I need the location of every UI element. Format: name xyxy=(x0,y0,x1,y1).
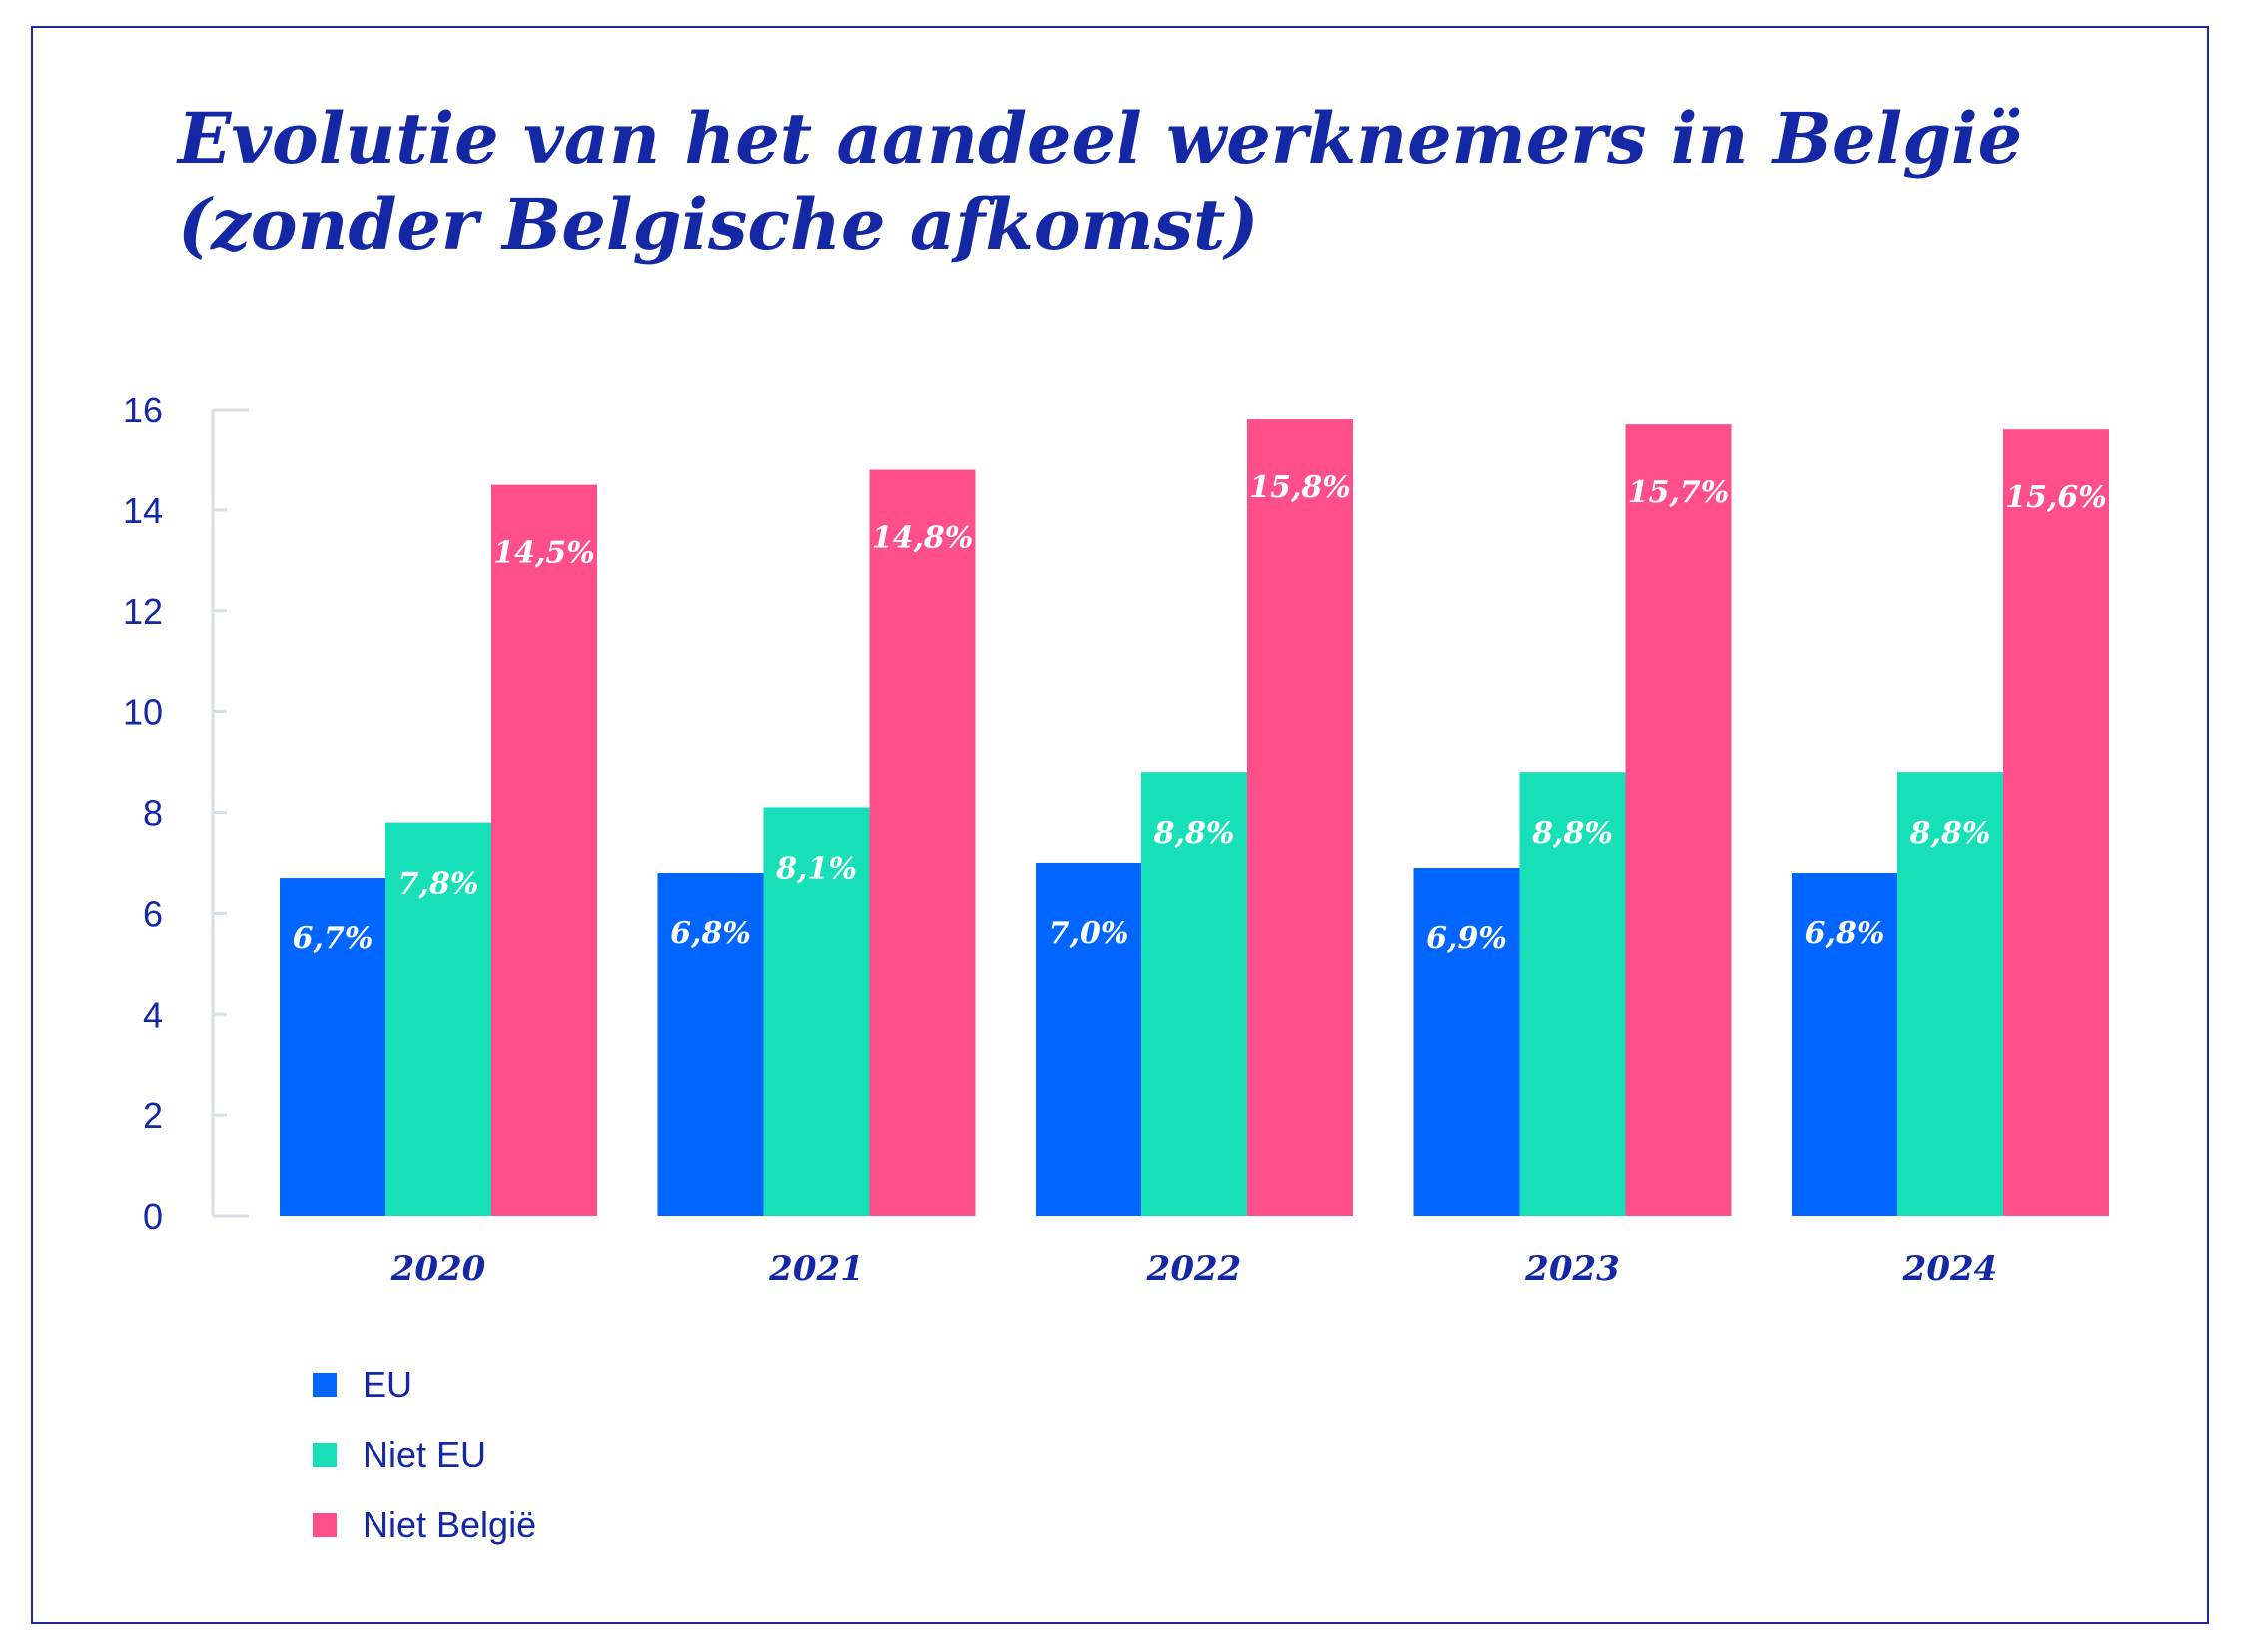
data-label: 14,8% xyxy=(872,521,974,556)
bar-2024-niet-eu xyxy=(1897,772,2003,1216)
legend-item: Niet EU xyxy=(313,1420,536,1490)
legend-swatch xyxy=(313,1373,337,1397)
y-tick-label: 0 xyxy=(143,1196,163,1237)
y-tick-label: 6 xyxy=(143,893,163,934)
y-tick-label: 16 xyxy=(123,390,163,430)
data-label: 8,1% xyxy=(775,851,857,886)
bar-2023-eu xyxy=(1413,867,1520,1216)
data-label: 8,8% xyxy=(1531,816,1613,851)
chart-frame xyxy=(31,26,2209,1624)
y-tick-label: 4 xyxy=(143,994,163,1035)
bar-2022-niet-belgië xyxy=(1247,419,1353,1216)
title-line-1: Evolutie van het aandeel werknemers in B… xyxy=(178,97,2023,180)
data-label: 6,9% xyxy=(1426,921,1507,956)
y-tick-label: 8 xyxy=(143,793,163,834)
chart-title: Evolutie van het aandeel werknemers in B… xyxy=(178,96,2075,268)
data-label: 7,8% xyxy=(398,867,479,902)
y-tick-label: 2 xyxy=(143,1095,163,1136)
bar-2020-niet-eu xyxy=(385,822,491,1216)
data-label: 15,6% xyxy=(2005,480,2107,515)
bar-2020-niet-belgië xyxy=(491,484,597,1216)
x-axis-labels: 2020 2021 2022 2023 2024 xyxy=(390,1249,1998,1289)
bar-2024-niet-belgië xyxy=(2003,429,2109,1216)
bar-2024-eu xyxy=(1792,873,1897,1216)
x-tick-label: 2021 xyxy=(768,1249,864,1289)
legend-swatch xyxy=(313,1513,337,1537)
y-tick-label: 12 xyxy=(123,591,163,632)
legend-label: Niet België xyxy=(363,1504,537,1545)
data-label: 15,8% xyxy=(1249,470,1351,505)
data-label: 15,7% xyxy=(1628,475,1730,510)
x-tick-label: 2022 xyxy=(1146,1249,1242,1289)
data-label: 8,8% xyxy=(1909,816,1991,851)
data-label: 6,7% xyxy=(293,921,374,956)
bars xyxy=(280,419,2109,1217)
legend-swatch xyxy=(313,1443,337,1467)
data-label: 14,5% xyxy=(493,536,595,571)
bar-2021-eu xyxy=(657,873,764,1216)
x-tick-label: 2024 xyxy=(1902,1249,1998,1289)
legend-item: EU xyxy=(313,1350,536,1420)
y-tick-label: 10 xyxy=(123,692,163,733)
y-axis: 0 2 4 6 8 10 12 14 16 xyxy=(123,390,249,1237)
bar-2022-niet-eu xyxy=(1141,772,1247,1216)
bar-2023-niet-eu xyxy=(1519,772,1626,1216)
legend-label: Niet EU xyxy=(363,1434,487,1475)
bar-2023-niet-belgië xyxy=(1625,424,1732,1217)
y-tick-label: 14 xyxy=(123,490,163,531)
bar-2022-eu xyxy=(1036,862,1141,1216)
bar-2020-eu xyxy=(280,878,385,1216)
data-label: 7,0% xyxy=(1049,916,1129,951)
data-label: 6,8% xyxy=(670,916,751,951)
data-label: 6,8% xyxy=(1805,916,1885,951)
legend-item: Niet België xyxy=(313,1490,536,1560)
data-label: 8,8% xyxy=(1153,816,1235,851)
x-tick-label: 2020 xyxy=(390,1249,486,1289)
legend: EU Niet EU Niet België xyxy=(313,1350,536,1560)
x-tick-label: 2023 xyxy=(1524,1249,1620,1289)
legend-label: EU xyxy=(363,1364,413,1405)
title-line-2: (zonder Belgische afkomst) xyxy=(178,183,1259,266)
bar-2021-niet-belgië xyxy=(869,469,976,1216)
data-labels: 6,7% 7,8% 14,5% 6,8% 8,1% 14,8% 7,0% 8,8% 15,8% 6… xyxy=(293,470,2107,956)
bar-2021-niet-eu xyxy=(763,807,870,1216)
